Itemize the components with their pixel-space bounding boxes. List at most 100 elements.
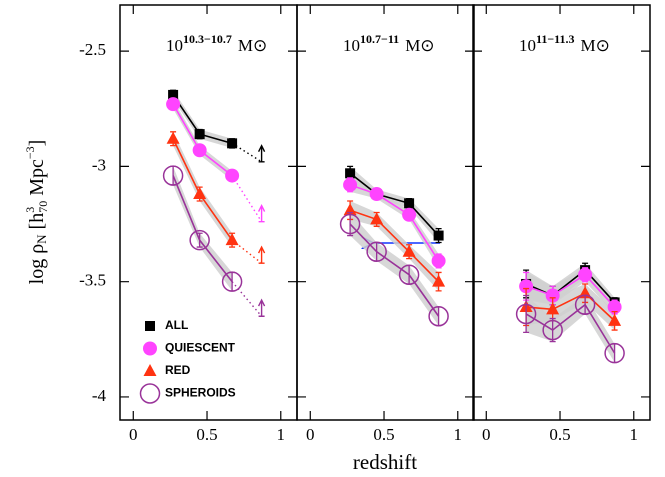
data-point: [189, 229, 210, 251]
y-label-part: 3: [23, 207, 37, 213]
lower-limit-arrow: [257, 298, 266, 317]
data-point: [166, 131, 180, 144]
limit-link: [231, 175, 263, 223]
title-exponent: 10.7−11: [360, 32, 399, 46]
data-point: [607, 300, 622, 315]
title-unit: M⊙: [581, 36, 610, 55]
series-line: [525, 269, 616, 303]
x-tick-label: 0: [482, 425, 491, 444]
data-point: [168, 89, 179, 100]
series-line: [525, 273, 616, 308]
data-point: [139, 383, 161, 404]
data-point: [433, 230, 444, 241]
y-label-part: log ρ: [26, 244, 48, 285]
title-base: 10: [343, 36, 360, 55]
data-point: [192, 143, 207, 158]
data-point: [166, 97, 181, 112]
title-exponent: 10.3−10.7: [183, 32, 232, 46]
series-line: [349, 223, 440, 317]
y-label-part: [h: [26, 213, 48, 235]
data-point: [343, 203, 357, 216]
data-point: [343, 177, 358, 192]
panel-title: 1010.3−10.7 M⊙: [166, 32, 267, 55]
y-label-part: Mpc: [26, 159, 48, 201]
limit-link: [231, 239, 263, 264]
error-band: [173, 166, 233, 291]
y-tick-label: -3: [92, 155, 106, 174]
title-exponent: 11−11.3: [536, 32, 575, 46]
lower-limit-arrow: [257, 144, 266, 163]
panel: 0 0.5 1 1010.7−11 M⊙: [296, 4, 475, 444]
title-unit: M⊙: [405, 36, 434, 55]
lower-limit-arrow: [257, 204, 266, 223]
data-point: [604, 342, 625, 364]
data-point: [370, 212, 384, 225]
data-point: [545, 288, 560, 303]
x-tick-label: 1: [277, 425, 286, 444]
title-base: 10: [519, 36, 536, 55]
panel-title: 1010.7−11 M⊙: [343, 32, 435, 55]
error-band: [173, 99, 233, 181]
panel-frame: [296, 4, 475, 421]
series-line: [525, 303, 616, 354]
data-point: [345, 168, 356, 179]
data-point: [546, 302, 560, 315]
y-label-part: −3: [23, 146, 37, 159]
error-bar: [196, 232, 203, 248]
x-tick-label: 0.5: [196, 425, 217, 444]
panel: -2.5 -3 -3.5 -4 0 0.5 1 1010.3−10.7 M⊙ ALL QUIESCE…: [79, 4, 298, 444]
x-tick-label: 0.5: [373, 425, 394, 444]
data-point: [221, 271, 243, 292]
panel-frame: [472, 4, 651, 421]
data-point: [339, 213, 361, 235]
limit-link: [231, 281, 263, 317]
data-point: [369, 187, 384, 202]
data-point: [143, 341, 157, 356]
error-bar: [523, 294, 530, 334]
series-line: [526, 292, 616, 322]
lower-limit-arrow: [257, 245, 266, 264]
error-bar: [549, 317, 556, 343]
y-tick-label: -4: [92, 386, 107, 405]
data-point: [225, 233, 239, 246]
legend-label: RED: [165, 363, 191, 377]
data-point: [404, 198, 415, 209]
data-point: [145, 321, 155, 331]
x-tick-label: 1: [454, 425, 463, 444]
data-point: [143, 364, 157, 376]
data-point: [194, 129, 205, 140]
y-label-part: ]: [26, 140, 48, 147]
data-point: [431, 253, 446, 268]
data-point: [519, 279, 534, 294]
y-axis-label: log ρN [h370 Mpc−3]: [23, 140, 50, 285]
y-label-part: 70: [36, 201, 50, 213]
series-line: [349, 184, 440, 262]
data-point: [542, 319, 563, 341]
limit-link: [231, 142, 262, 163]
data-point: [193, 187, 207, 200]
data-point: [515, 303, 537, 325]
y-label-part: N: [34, 234, 49, 244]
y-tick-label: -2.5: [79, 40, 106, 59]
legend-label: ALL: [165, 318, 188, 332]
x-tick-label: 0: [129, 425, 138, 444]
data-point: [578, 267, 593, 282]
legend-label: SPHEROIDS: [165, 386, 236, 400]
y-tick-label: -3.5: [79, 271, 106, 290]
data-point: [398, 264, 420, 285]
data-point: [402, 207, 417, 222]
data-point: [402, 244, 416, 257]
data-point: [432, 274, 446, 287]
series-line: [349, 172, 440, 237]
data-point: [608, 313, 622, 326]
series-line: [349, 209, 440, 283]
data-point: [366, 241, 387, 262]
error-band: [526, 295, 615, 363]
error-band: [350, 212, 439, 326]
panel-title: 1011−11.3 M⊙: [519, 32, 610, 55]
data-point: [574, 294, 596, 315]
x-axis-label: redshift: [353, 450, 417, 474]
data-point: [428, 306, 449, 327]
error-band: [350, 177, 439, 268]
